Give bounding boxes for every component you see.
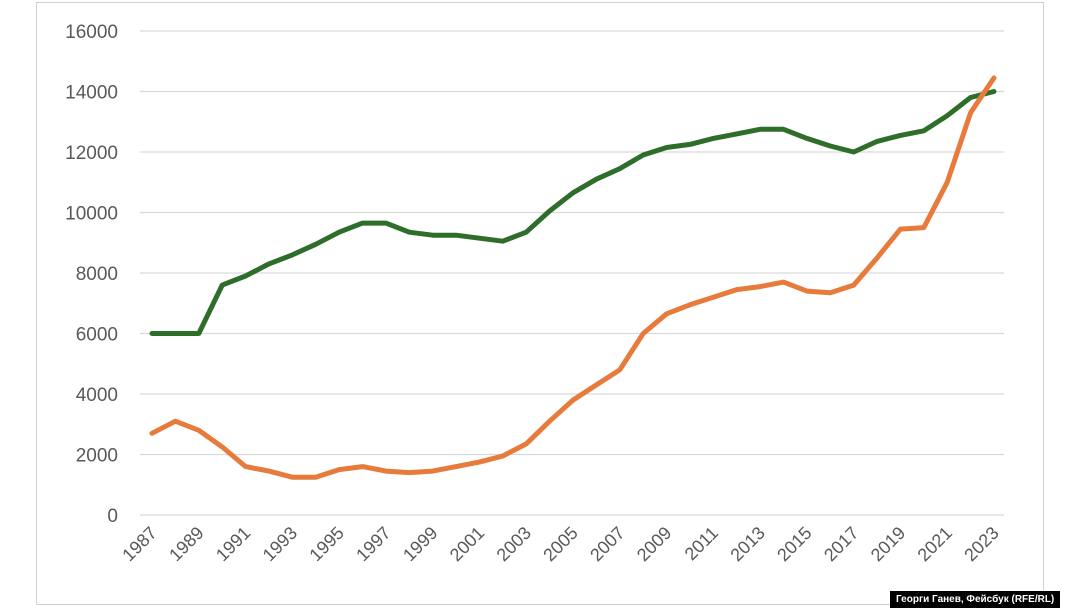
x-tick-label: 1995	[305, 523, 347, 565]
x-tick-label: 2009	[633, 523, 675, 565]
chart-frame	[36, 2, 1044, 605]
y-tick-label: 0	[107, 506, 118, 527]
x-axis-ticks: 1987 1989 1991 1993 1995 1997 1999 2001 2003 2005…	[118, 523, 1002, 565]
x-tick-label: 1997	[352, 523, 394, 565]
x-tick-label: 1987	[118, 523, 160, 565]
x-tick-label: 2005	[539, 523, 581, 565]
series-lines	[149, 75, 997, 480]
y-tick-label: 12000	[65, 143, 118, 164]
x-tick-label: 2021	[914, 523, 956, 565]
x-tick-label: 2011	[681, 523, 723, 565]
x-tick-label: 2019	[867, 523, 909, 565]
x-tick-label: 2013	[726, 523, 768, 565]
y-tick-label: 4000	[76, 385, 118, 406]
y-tick-label: 16000	[65, 22, 118, 43]
y-axis-ticks: 0 2000 4000 6000 8000 10000 12000 14000 16000	[65, 22, 118, 527]
x-tick-label: 2007	[586, 523, 628, 565]
x-tick-label: 2023	[960, 523, 1002, 565]
x-tick-label: 2017	[820, 523, 862, 565]
y-tick-label: 6000	[76, 325, 118, 346]
y-tick-label: 10000	[65, 204, 118, 225]
y-tick-label: 14000	[65, 83, 118, 104]
y-tick-label: 2000	[76, 446, 118, 467]
series-line-2	[149, 75, 997, 480]
x-tick-label: 1999	[399, 523, 441, 565]
series-line-1	[149, 89, 997, 336]
x-tick-label: 1989	[165, 523, 207, 565]
y-tick-label: 8000	[76, 264, 118, 285]
photo-credit: Георги Ганев, Фейсбук (RFE/RL)	[890, 591, 1061, 608]
x-tick-label: 1991	[212, 523, 254, 565]
x-tick-label: 1993	[259, 523, 301, 565]
gridlines	[140, 30, 1004, 516]
x-tick-label: 2015	[773, 523, 815, 565]
x-tick-label: 2001	[446, 523, 488, 565]
x-tick-label: 2003	[493, 523, 535, 565]
